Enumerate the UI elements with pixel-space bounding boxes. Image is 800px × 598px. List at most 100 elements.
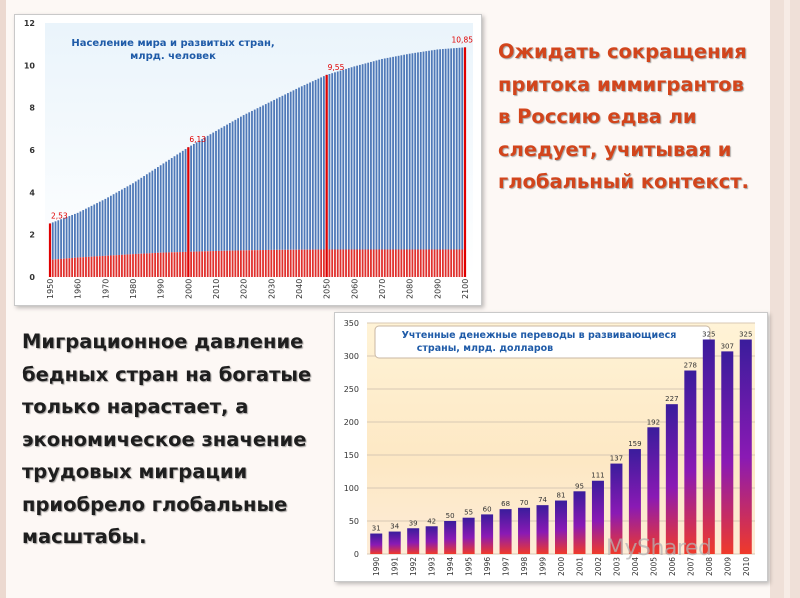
population-developed-bar <box>212 251 215 277</box>
population-x-tick: 2030 <box>267 279 276 299</box>
population-developed-bar <box>336 249 339 277</box>
remittances-x-tick: 2000 <box>557 557 566 576</box>
population-chart-title-line-1: Население мира и развитых стран, <box>71 38 274 49</box>
population-developed-bar <box>411 249 414 277</box>
remittances-value-label: 325 <box>739 331 752 339</box>
population-world-bar <box>414 52 417 250</box>
population-world-bar <box>231 121 234 251</box>
pressure-line-4: экономическое значение <box>22 427 307 451</box>
population-world-bar <box>104 198 107 256</box>
population-world-bar <box>101 200 104 256</box>
population-developed-bar <box>140 253 143 277</box>
outlook-line-3: в Россию едва ли <box>498 105 697 128</box>
remittances-y-tick: 250 <box>344 385 359 394</box>
population-developed-bar <box>372 249 375 277</box>
population-world-bar <box>209 134 212 252</box>
remittances-value-label: 70 <box>520 499 529 507</box>
remittances-y-tick: 200 <box>344 418 359 427</box>
population-world-bar <box>311 81 314 250</box>
remittances-value-label: 307 <box>721 342 734 350</box>
population-x-tick: 2050 <box>323 279 332 299</box>
population-world-bar <box>96 203 98 257</box>
population-x-tick: 1980 <box>129 279 138 299</box>
population-developed-bar <box>309 249 311 277</box>
population-chart-svg: 2,53 6,13 9,55 10,85 0 2 4 6 8 10 12 1950 1960 1970… <box>24 19 473 299</box>
population-developed-bar <box>300 249 303 277</box>
population-developed-bar <box>68 258 71 277</box>
population-developed-bar <box>436 249 439 277</box>
population-developed-bar <box>242 250 245 277</box>
population-world-bar <box>165 161 168 253</box>
population-world-bar <box>320 77 323 250</box>
remittances-value-label: 81 <box>557 492 566 500</box>
population-world-bar <box>303 85 306 250</box>
remittances-bar <box>702 339 715 554</box>
population-world-bar <box>298 87 300 250</box>
population-x-tick: 2070 <box>378 279 387 299</box>
population-world-bar <box>289 91 292 250</box>
remittances-value-label: 95 <box>575 482 584 490</box>
population-world-bar <box>223 126 226 251</box>
population-developed-bar <box>353 249 356 277</box>
population-world-bar <box>264 104 267 250</box>
migration-pressure-text: Миграционное давление бедных стран на бо… <box>22 326 327 554</box>
population-developed-bar <box>137 253 140 277</box>
population-developed-bar <box>231 250 234 277</box>
pressure-line-1: Миграционное давление <box>22 330 304 353</box>
population-developed-bar <box>394 249 397 277</box>
population-developed-bar <box>403 249 406 277</box>
population-y-tick: 6 <box>29 146 35 155</box>
population-developed-bar <box>441 249 444 277</box>
outlook-line-2: притока иммигрантов <box>498 72 744 96</box>
population-developed-bar <box>195 251 198 277</box>
remittances-bar <box>499 509 512 554</box>
population-world-bar <box>361 64 364 250</box>
population-developed-bar <box>275 249 278 277</box>
population-x-tick: 2020 <box>240 279 249 299</box>
population-developed-bar <box>226 250 228 277</box>
population-world-bar <box>107 197 109 256</box>
remittances-x-tick: 2001 <box>575 557 584 576</box>
population-marker-label: 6,13 <box>189 135 206 144</box>
population-developed-bar <box>458 249 461 277</box>
population-world-bar <box>248 112 251 251</box>
population-world-bar <box>287 93 289 250</box>
population-developed-bar <box>284 249 287 277</box>
population-developed-bar <box>461 249 464 277</box>
population-developed-bar <box>256 250 259 277</box>
remittances-bar <box>665 404 678 554</box>
population-world-bar <box>441 49 444 250</box>
population-developed-bar <box>289 249 292 277</box>
population-world-bar <box>386 57 389 250</box>
remittances-x-tick: 2009 <box>723 557 732 576</box>
remittances-value-label: 42 <box>427 517 436 525</box>
population-world-bar <box>240 116 242 251</box>
population-developed-bar <box>145 253 148 277</box>
population-world-bar <box>345 68 347 250</box>
population-y-tick: 12 <box>24 19 35 28</box>
population-developed-bar <box>71 257 74 277</box>
remittances-y-tick: 50 <box>349 517 359 526</box>
population-developed-bar <box>381 249 383 277</box>
population-world-bar <box>134 181 137 254</box>
remittances-bar <box>573 491 586 554</box>
remittances-x-tick: 1998 <box>520 557 529 576</box>
pressure-line-7: масштабы. <box>22 525 147 548</box>
population-world-bar <box>300 86 303 250</box>
population-developed-bar <box>168 252 170 277</box>
population-developed-bar <box>306 249 309 277</box>
population-developed-bar <box>62 258 65 277</box>
population-developed-bar <box>157 252 159 277</box>
population-developed-bar <box>295 249 298 277</box>
population-world-bar <box>461 47 464 250</box>
population-world-bar <box>262 105 264 251</box>
remittances-x-tick: 1992 <box>409 557 418 576</box>
remittances-x-tick: 1990 <box>372 557 381 576</box>
population-world-bar <box>62 218 65 259</box>
population-developed-bar <box>123 254 126 277</box>
population-developed-bar <box>262 250 264 277</box>
population-world-bar <box>372 61 375 250</box>
population-developed-bar <box>198 251 201 277</box>
population-world-bar <box>115 192 118 256</box>
